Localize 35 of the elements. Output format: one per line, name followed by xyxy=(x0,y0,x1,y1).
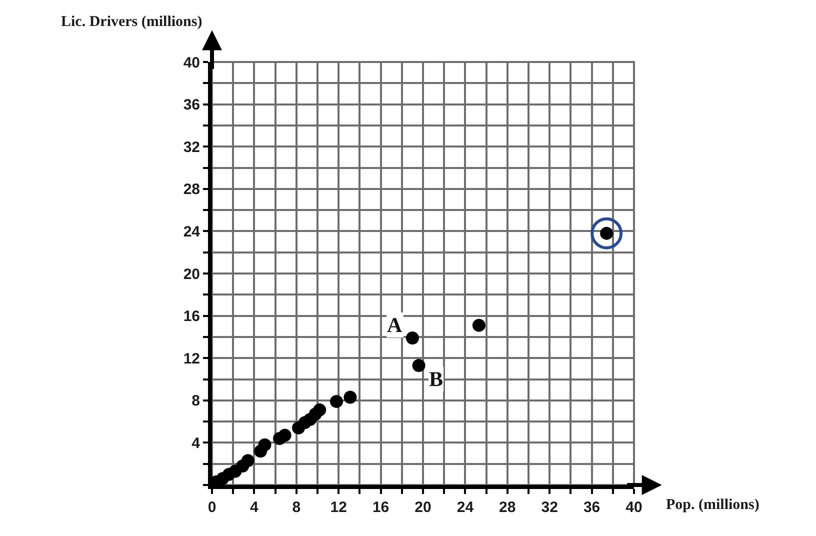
y-tick-label: 16 xyxy=(183,308,200,326)
x-tick-label: 28 xyxy=(499,499,516,516)
y-tick-label: 8 xyxy=(192,392,200,410)
point xyxy=(406,332,419,345)
x-tick-label: 4 xyxy=(250,499,260,516)
point xyxy=(412,359,426,372)
x-tick-label: 40 xyxy=(626,499,642,516)
x-tick-label: 36 xyxy=(583,499,600,516)
y-tick-label: 40 xyxy=(183,54,200,72)
point xyxy=(344,390,357,404)
y-tick-label: 28 xyxy=(183,181,200,198)
y-tick-label: 32 xyxy=(183,138,200,156)
x-tick-label: 16 xyxy=(372,499,390,516)
y-tick-label: 4 xyxy=(192,434,201,452)
x-tick-label: 20 xyxy=(414,499,432,516)
x-tick-label: 32 xyxy=(541,499,558,516)
point xyxy=(472,318,486,332)
point xyxy=(258,438,272,452)
point xyxy=(313,403,326,416)
x-tick-label: 0 xyxy=(208,499,216,516)
point xyxy=(278,428,292,442)
x-tick-label: 12 xyxy=(330,499,347,516)
x-axis-title: Pop. (millions) xyxy=(666,497,760,513)
y-tick-label: 20 xyxy=(183,266,200,283)
point xyxy=(330,394,343,408)
annotation: A xyxy=(387,313,403,337)
x-tick-label: 24 xyxy=(456,499,474,516)
y-tick-label: 36 xyxy=(183,96,200,114)
y-tick-label: 24 xyxy=(183,223,201,240)
point xyxy=(241,454,254,468)
y-axis-title: Lic. Drivers (millions) xyxy=(61,14,202,30)
point xyxy=(590,217,623,250)
y-tick-label: 12 xyxy=(183,350,200,368)
x-tick-label: 8 xyxy=(292,499,301,516)
annotation: B xyxy=(429,367,444,391)
